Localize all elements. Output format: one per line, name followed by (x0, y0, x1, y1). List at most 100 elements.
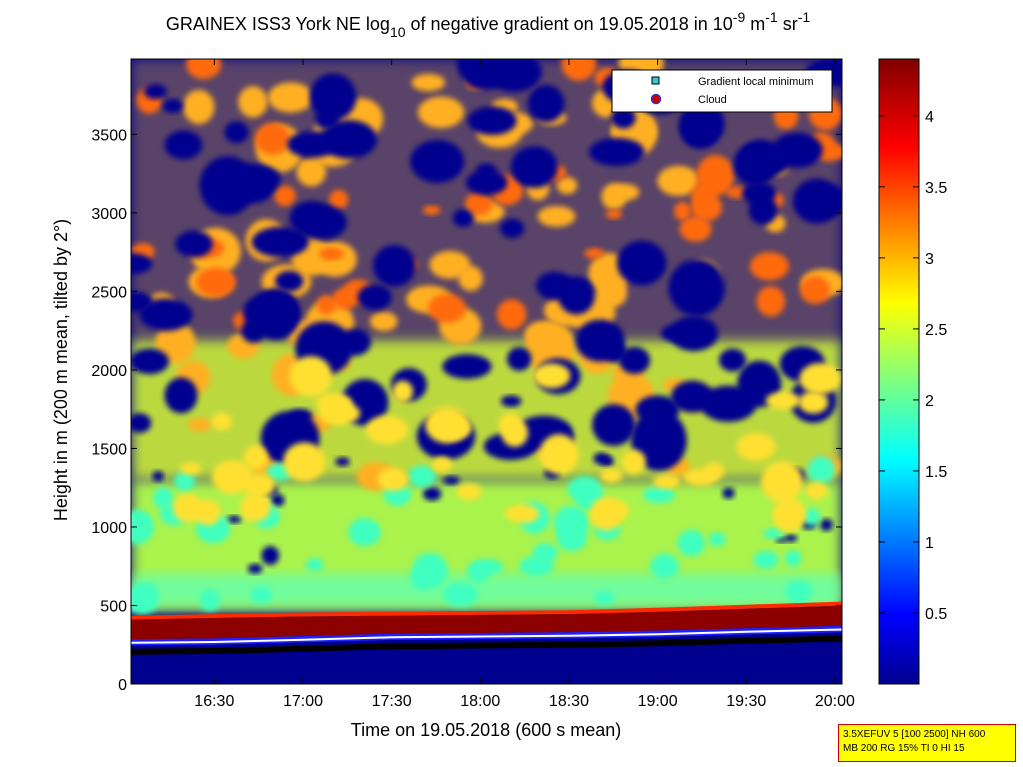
heatmap-cell (152, 471, 164, 482)
heatmap-cell (669, 315, 719, 352)
legend-label-cloud: Cloud (698, 94, 727, 106)
y-tick-label: 1000 (91, 520, 127, 537)
y-tick-label: 2000 (91, 363, 127, 380)
heatmap-cell (239, 493, 271, 522)
x-tick-label: 18:30 (549, 693, 589, 710)
heatmap-cell (784, 534, 798, 543)
heatmap-cell (224, 121, 249, 144)
heatmap-cell (251, 226, 309, 258)
heatmap-cell (329, 189, 349, 210)
heatmap-cell (657, 165, 700, 197)
heatmap-cell (593, 452, 610, 465)
heatmap-cell (183, 89, 215, 125)
heatmap-cell (594, 590, 615, 606)
heatmap-cell (287, 130, 338, 158)
legend-marker-cloud (650, 93, 662, 105)
heatmap-cell (592, 404, 636, 446)
heatmap-cell (247, 563, 263, 574)
x-tick-label: 17:00 (283, 693, 323, 710)
heatmap-cell (771, 132, 823, 169)
heatmap-cell (799, 363, 841, 395)
heatmap-cell (411, 291, 432, 306)
heatmap-cell (199, 589, 221, 612)
heatmap-cell (718, 348, 747, 372)
plot-frame (130, 58, 843, 685)
heatmap-cell (749, 252, 789, 281)
chart-title: GRAINEX ISS3 York NE log10 of negative g… (166, 9, 811, 40)
heatmap-cell (736, 432, 776, 461)
heatmap-cell (283, 442, 326, 482)
heatmap-cell (365, 415, 409, 445)
colorbar-tick-label: 3.5 (925, 180, 947, 197)
heatmap-cell (313, 241, 357, 277)
heatmap-cell (226, 515, 242, 524)
heatmap-cell (422, 205, 441, 215)
heatmap-cell (143, 83, 167, 100)
heatmap-cell (289, 356, 333, 397)
settings-info-box: 3.5XEFUV 5 [100 2500] NH 600 MB 200 RG 1… (838, 724, 1016, 762)
heatmap-cell (696, 155, 735, 196)
heatmap-cell (603, 340, 627, 363)
heatmap-cell (819, 518, 833, 532)
heatmap-cell (274, 185, 296, 207)
heatmap-cell (422, 487, 442, 501)
heatmap-cell (805, 481, 828, 500)
legend-box (611, 69, 833, 113)
heatmap-cell (733, 143, 775, 186)
heatmap-cell (296, 156, 327, 187)
heatmap-cell (631, 409, 687, 471)
heatmap-cell (496, 299, 527, 330)
heatmap-cell (348, 518, 381, 547)
colorbar-tick-label: 0.5 (925, 606, 947, 623)
heatmap-cell (465, 191, 493, 216)
aerosol-layer (131, 605, 842, 640)
y-tick-label: 2500 (91, 284, 127, 301)
heatmap-cell (618, 346, 651, 375)
heatmap-cell (211, 412, 232, 431)
heatmap-cell (261, 545, 280, 566)
heatmap-cell (467, 560, 490, 583)
heatmap-cell (762, 528, 784, 539)
heatmap-cell (616, 240, 667, 286)
heatmap-cell (506, 346, 532, 371)
colorbar-ticks: 0.5 1 1.5 2 2.5 3 3.5 4 (879, 109, 947, 623)
legend: Gradient local minimum Cloud (611, 69, 833, 113)
heatmap-cell (741, 181, 777, 205)
heatmap-cell (164, 377, 198, 414)
heatmap-cell (499, 413, 521, 436)
heatmap-cell (785, 579, 812, 604)
heatmap-cell (600, 468, 623, 484)
y-axis-ticks: 0 500 1000 1500 2000 2500 3000 3500 (91, 127, 842, 694)
heatmap-cell (753, 550, 779, 570)
colorbar-tick-label: 2 (925, 393, 934, 410)
heatmap-cell (164, 130, 203, 160)
aerosol-layer-bands (131, 601, 842, 655)
heatmap-cell (561, 59, 597, 81)
x-tick-label: 19:30 (726, 693, 766, 710)
heatmap-cell (179, 462, 202, 475)
heatmap-cell (131, 348, 170, 375)
heatmap-cell (584, 247, 605, 259)
heatmap-cell (238, 86, 268, 118)
colorbar-tick-label: 1 (925, 535, 934, 552)
heatmap-cell (187, 417, 212, 432)
heatmap-cell (605, 500, 629, 521)
heatmap-cell (153, 487, 174, 509)
heatmap-cell (605, 209, 623, 220)
heatmap-cell (131, 584, 159, 615)
heatmap-cell (452, 209, 474, 227)
x-tick-label: 19:00 (638, 693, 678, 710)
colorbar-gradient (878, 58, 920, 685)
heatmap-cell (679, 216, 712, 242)
y-axis-label: Height in m (200 m mean, tilted by 2°) (51, 219, 71, 521)
info-line-1: 3.5XEFUV 5 [100 2500] NH 600 (843, 729, 986, 740)
heatmap-cell (456, 483, 482, 500)
x-tick-label: 16:30 (194, 693, 234, 710)
heatmap-cell (155, 321, 196, 364)
heatmap-cell (802, 508, 821, 526)
heatmap-cell (504, 507, 526, 520)
x-tick-label: 20:00 (815, 693, 855, 710)
heatmap-cell (799, 275, 831, 305)
heatmap-cell (175, 230, 213, 258)
heatmap-cell (775, 537, 787, 543)
